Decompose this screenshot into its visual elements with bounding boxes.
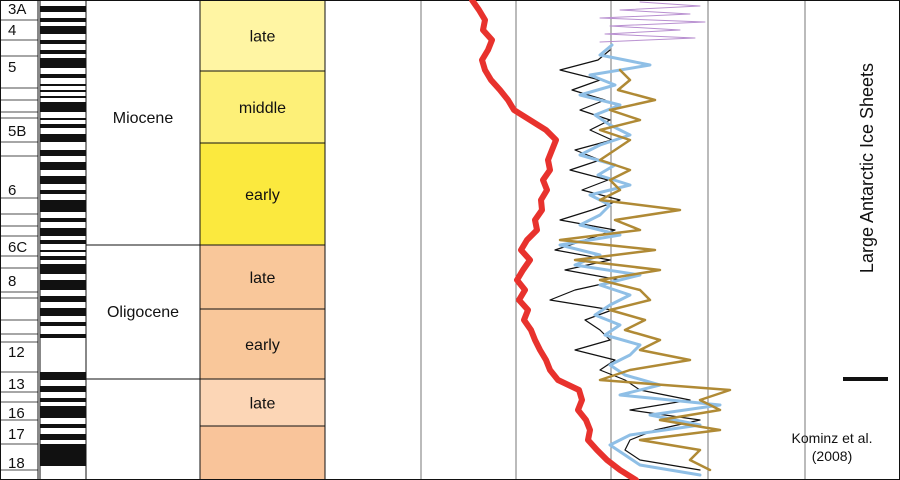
polarity-bar	[40, 84, 86, 86]
polarity-bar	[40, 406, 86, 418]
series-olive	[558, 68, 732, 472]
series-black	[549, 49, 701, 471]
stage-label: late	[250, 396, 276, 413]
stage-band	[199, 0, 326, 72]
polarity-bar	[40, 96, 86, 98]
polarity-bar	[40, 190, 86, 194]
stage-band	[199, 244, 326, 310]
epoch-label: Miocene	[113, 110, 174, 127]
polarity-bar	[40, 334, 86, 338]
polarity-bar	[40, 240, 86, 244]
stage-fills	[199, 0, 326, 480]
chron-label: 16	[8, 405, 25, 422]
stage-label: late	[250, 270, 276, 287]
polarity-bar	[40, 26, 86, 34]
polarity-bar	[40, 308, 86, 316]
series-blue	[558, 43, 722, 477]
polarity-bar	[40, 322, 86, 326]
chron-label: 12	[8, 344, 25, 361]
polarity-bar	[40, 124, 86, 128]
ice-sheet-label: Large Antarctic Ice Sheets	[857, 63, 877, 273]
chron-label: 18	[8, 455, 25, 472]
stage-band	[199, 425, 326, 480]
polarity-bar	[40, 200, 86, 212]
stage-label: late	[250, 29, 276, 46]
polarity-bar	[40, 74, 86, 78]
stage-band	[199, 308, 326, 380]
polarity-column	[40, 6, 86, 466]
ice-sheet-bar	[843, 377, 888, 381]
polarity-bar	[40, 444, 86, 466]
chron-label: 13	[8, 376, 25, 393]
chron-label: 4	[8, 22, 16, 39]
polarity-bar	[40, 280, 86, 290]
polarity-bar	[40, 264, 86, 274]
stage-label: early	[245, 337, 280, 354]
polarity-bar	[40, 386, 86, 392]
polarity-bar	[40, 296, 86, 302]
epoch-labels: Miocene Oligocene	[107, 110, 179, 321]
series-purple	[599, 1, 706, 43]
polarity-bar	[40, 424, 86, 428]
polarity-bar	[40, 18, 86, 22]
polarity-bar	[40, 228, 86, 236]
citation-line-2: (2008)	[812, 448, 852, 464]
polarity-bar	[40, 58, 86, 68]
stage-labels: late middle early late early late	[239, 29, 286, 413]
polarity-bar	[40, 256, 86, 260]
series-lines	[469, 0, 732, 480]
polarity-bar	[40, 134, 86, 142]
polarity-bar	[40, 372, 86, 380]
polarity-bar	[40, 398, 86, 402]
polarity-bar	[40, 250, 86, 252]
chron-label: 3A	[8, 1, 26, 18]
polarity-bar	[40, 40, 86, 44]
chron-labels: 3A 4 5 5B 6 6C 8 12 13 16 17 18	[0, 0, 38, 472]
polarity-bar	[40, 102, 86, 112]
chron-label: 5	[8, 59, 16, 76]
epoch-label: Oligocene	[107, 304, 179, 321]
polarity-bar	[40, 6, 86, 12]
chron-label: 17	[8, 426, 25, 443]
chron-label: 5B	[8, 123, 26, 140]
stage-label: middle	[239, 100, 286, 117]
polarity-bar	[40, 118, 86, 120]
gridlines	[420, 0, 806, 480]
chron-label: 8	[8, 273, 16, 290]
polarity-bar	[40, 434, 86, 440]
polarity-bar	[40, 162, 86, 170]
stage-label: early	[245, 187, 280, 204]
polarity-bar	[40, 150, 86, 156]
series-red	[469, 0, 639, 480]
stage-band	[199, 70, 326, 144]
chron-label: 6C	[8, 239, 27, 256]
citation-line-1: Kominz et al.	[792, 430, 873, 446]
polarity-bar	[40, 218, 86, 222]
polarity-bar	[40, 90, 86, 92]
chron-label: 6	[8, 182, 16, 199]
polarity-bar	[40, 176, 86, 184]
polarity-bar	[40, 50, 86, 54]
